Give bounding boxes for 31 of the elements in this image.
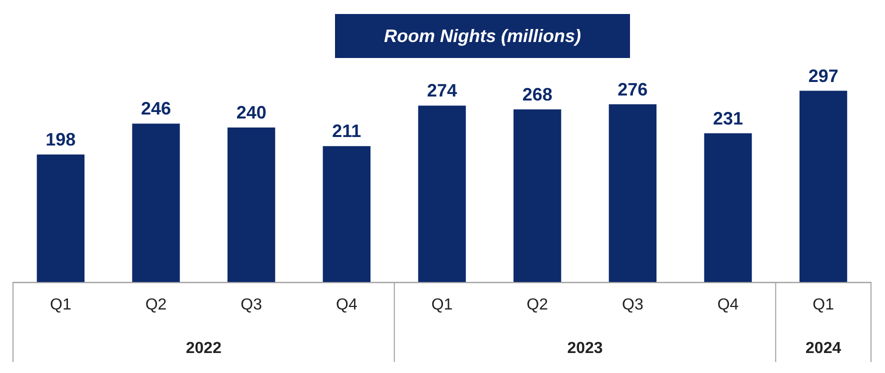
data-label: 240	[236, 102, 266, 122]
x-tick-label: Q4	[336, 296, 358, 314]
data-label: 274	[426, 80, 458, 101]
x-tick-label: Q3	[622, 296, 644, 314]
bar	[418, 106, 466, 282]
bar	[322, 146, 370, 282]
data-label: 231	[712, 108, 744, 128]
bar	[800, 90, 848, 282]
chart-title: Room Nights (millions)	[335, 14, 630, 58]
data-label: 297	[808, 66, 838, 86]
bar	[704, 133, 752, 282]
x-tick-label: Q2	[526, 296, 548, 314]
text: 2022	[186, 340, 222, 357]
bar	[132, 124, 180, 282]
x-tick-label: Q3	[240, 296, 262, 314]
text: 2024	[806, 340, 842, 357]
data-label: 198	[46, 130, 76, 150]
x-tick-label: Q1	[50, 296, 72, 314]
bar	[514, 109, 562, 282]
x-tick-label: Q1	[431, 296, 453, 314]
x-tick-label: Q4	[717, 296, 739, 314]
bar	[36, 154, 84, 282]
text: 2023	[567, 340, 603, 357]
data-label: 246	[140, 98, 172, 119]
data-label: 276	[618, 79, 648, 100]
x-tick-label: Q2	[145, 296, 167, 314]
bar	[608, 104, 656, 282]
x-tick-label: Q1	[812, 296, 834, 314]
bar	[228, 127, 276, 282]
data-label: 268	[522, 84, 552, 104]
data-label: 211	[332, 121, 362, 142]
